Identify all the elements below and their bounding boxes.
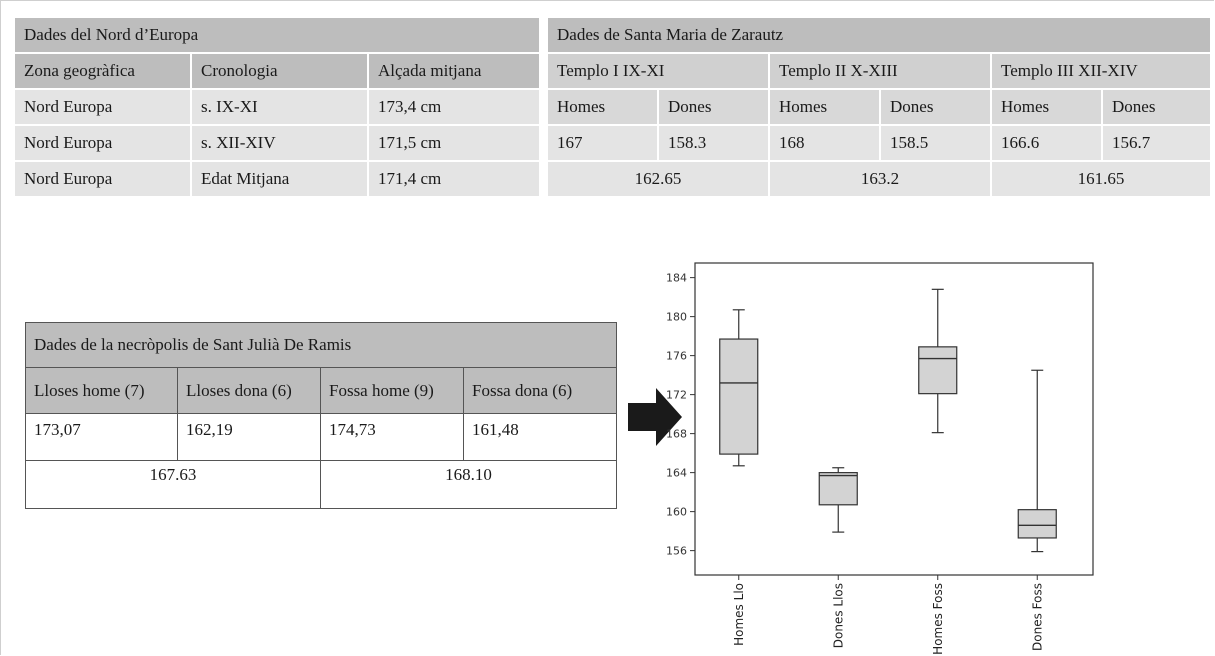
nord-europa-table: Dades del Nord d’Europa Zona geogràfica … [15, 18, 541, 198]
y-tick-label: 176 [666, 350, 687, 363]
table-cell: 156.7 [1102, 125, 1212, 162]
table-cell: 166.6 [991, 125, 1103, 162]
average-cell: 167.63 [25, 460, 321, 509]
group-header: Templo II X-XIII [769, 53, 992, 90]
table-cell: 161,48 [463, 413, 617, 461]
column-header: Fossa home (9) [320, 367, 464, 414]
y-axis: 184 180 176 172 168 164 160 156 [666, 272, 695, 558]
table-row: Nord Europa Edat Mitjana 171,4 cm [15, 161, 541, 198]
table-row: 173,07 162,19 174,73 161,48 [25, 413, 617, 461]
table-row: Nord Europa s. XII-XIV 171,5 cm [15, 125, 541, 162]
column-header: Dones [1102, 89, 1212, 126]
y-tick-label: 172 [666, 389, 687, 402]
box-plot-chart: 184 180 176 172 168 164 160 156 Homes Llo Dones … [666, 262, 1094, 655]
group-header: Templo I IX-XI [548, 53, 770, 90]
box-4 [1017, 369, 1057, 553]
table-cell: 158.3 [658, 125, 770, 162]
average-cell: 161.65 [991, 161, 1212, 198]
column-header: Alçada mitjana [368, 53, 541, 90]
table-cell: 171,5 cm [368, 125, 541, 162]
table-row: 167 158.3 168 158.5 166.6 156.7 [548, 125, 1212, 162]
x-axis: Homes Llo Dones Llos Homes Foss Dones Foss [732, 575, 1044, 655]
table-cell: 173,07 [25, 413, 178, 461]
iqr-box [818, 472, 858, 506]
ramis-table: Dades de la necròpolis de Sant Julià De … [25, 322, 617, 509]
table-title: Dades del Nord d’Europa [15, 18, 541, 54]
table-cell: 167 [548, 125, 659, 162]
iqr-box [918, 346, 958, 395]
y-tick-label: 164 [666, 467, 687, 480]
average-cell: 168.10 [320, 460, 617, 509]
column-header: Dones [880, 89, 992, 126]
table-title: Dades de Santa Maria de Zarautz [548, 18, 1212, 54]
table-row: Nord Europa s. IX-XI 173,4 cm [15, 89, 541, 126]
box-3 [918, 288, 958, 434]
y-tick-label: 156 [666, 545, 687, 558]
table-cell: 173,4 cm [368, 89, 541, 126]
y-tick-label: 184 [666, 272, 687, 285]
group-header: Templo III XII-XIV [991, 53, 1212, 90]
average-cell: 163.2 [769, 161, 992, 198]
zarautz-table: Dades de Santa Maria de Zarautz Templo I… [548, 18, 1212, 198]
table-cell: 168 [769, 125, 881, 162]
table-cell: Nord Europa [15, 161, 192, 198]
table-cell: 174,73 [320, 413, 464, 461]
box-1 [719, 309, 759, 467]
y-tick-label: 160 [666, 506, 687, 519]
column-header: Homes [769, 89, 881, 126]
y-tick-label: 168 [666, 428, 687, 441]
table-cell: Nord Europa [15, 125, 192, 162]
x-tick-label: Homes Llo [732, 583, 746, 646]
table-cell: 171,4 cm [368, 161, 541, 198]
iqr-box [719, 338, 759, 455]
x-tick-label: Dones Llos [831, 583, 845, 648]
x-tick-label: Dones Foss [1030, 583, 1044, 651]
column-header: Lloses dona (6) [177, 367, 321, 414]
table-cell: Edat Mitjana [191, 161, 369, 198]
table-cell: s. IX-XI [191, 89, 369, 126]
column-header: Lloses home (7) [25, 367, 178, 414]
box-2 [818, 467, 858, 533]
box-series [719, 288, 1057, 553]
table-cell: 158.5 [880, 125, 992, 162]
column-header: Zona geogràfica [15, 53, 192, 90]
average-row: 167.63 168.10 [25, 460, 617, 509]
table-cell: s. XII-XIV [191, 125, 369, 162]
column-header: Fossa dona (6) [463, 367, 617, 414]
y-tick-label: 180 [666, 311, 687, 324]
iqr-box [1017, 509, 1057, 539]
arrow-right-icon [628, 388, 682, 446]
column-header: Dones [658, 89, 770, 126]
column-header: Cronologia [191, 53, 369, 90]
average-cell: 162.65 [548, 161, 770, 198]
average-row: 162.65 163.2 161.65 [548, 161, 1212, 198]
table-title: Dades de la necròpolis de Sant Julià De … [25, 322, 617, 368]
column-header: Homes [548, 89, 659, 126]
table-cell: Nord Europa [15, 89, 192, 126]
x-tick-label: Homes Foss [931, 583, 945, 655]
table-cell: 162,19 [177, 413, 321, 461]
column-header: Homes [991, 89, 1103, 126]
